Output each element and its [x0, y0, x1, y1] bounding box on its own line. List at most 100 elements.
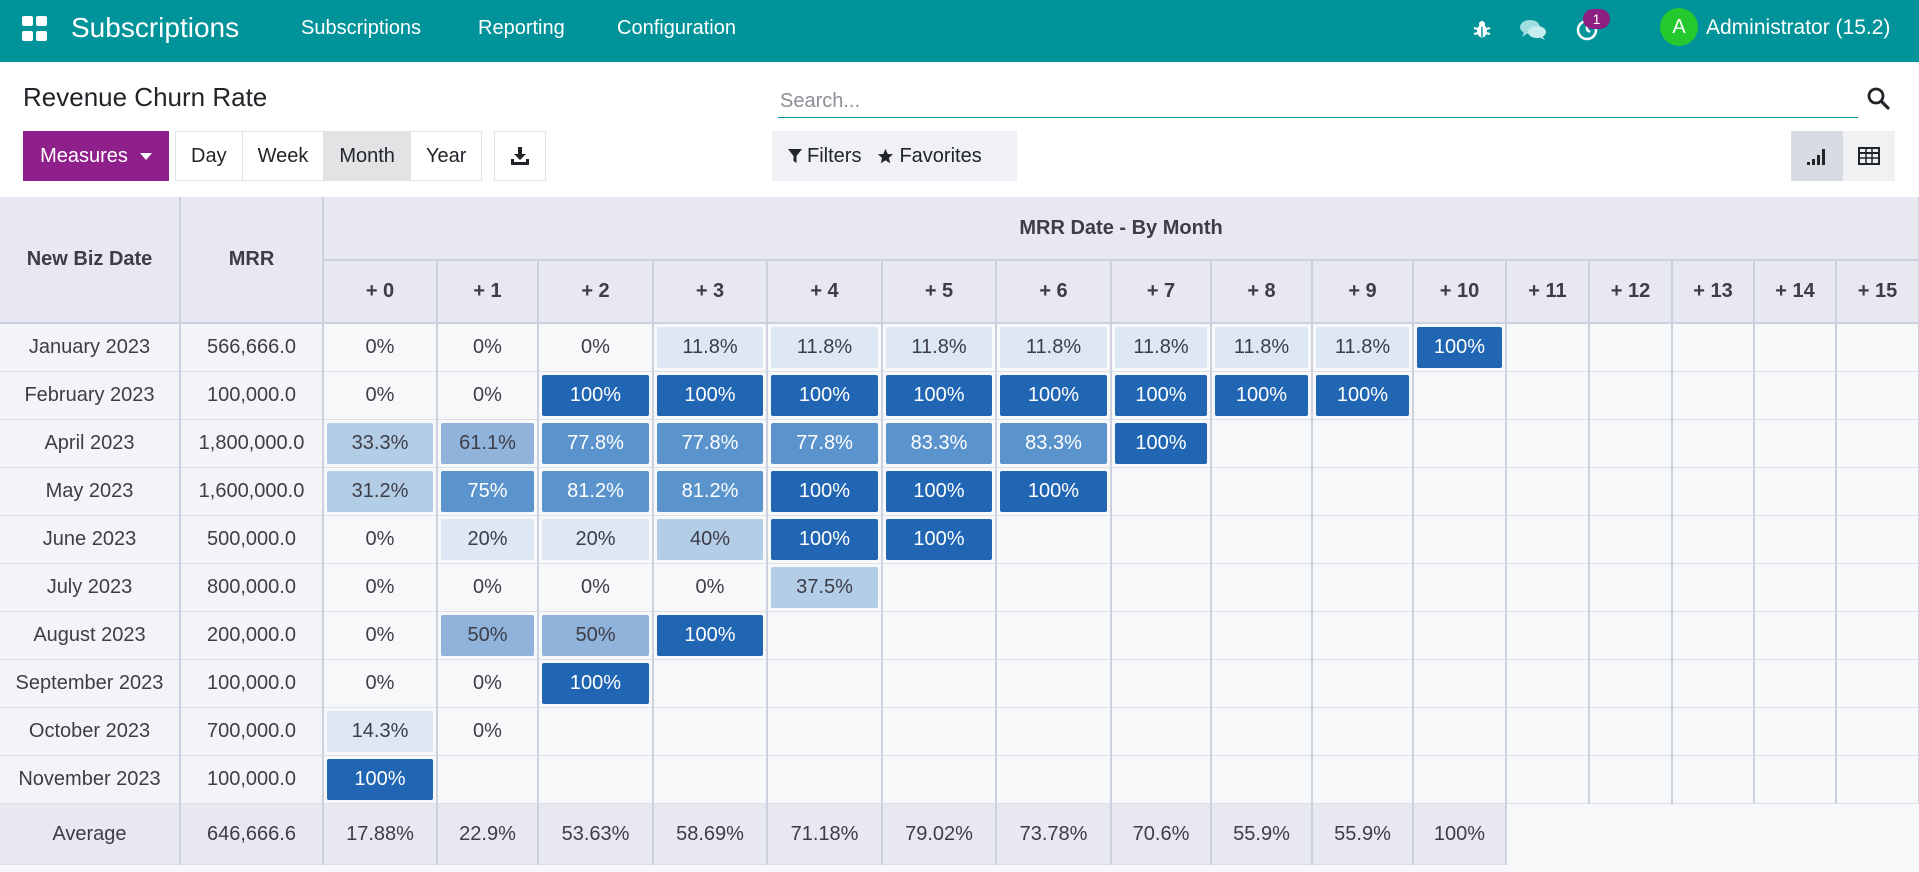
cohort-cell: 100% — [538, 659, 654, 708]
cohort-cell-value[interactable]: 75% — [441, 471, 534, 512]
cohort-cell: 100% — [1413, 323, 1507, 372]
cohort-cell: 81.2% — [653, 467, 768, 516]
chat-icon[interactable] — [1517, 14, 1549, 46]
row-label: June 2023 — [0, 515, 181, 564]
cohort-cell-value[interactable]: 77.8% — [542, 423, 649, 464]
cohort-cell-value[interactable]: 77.8% — [657, 423, 763, 464]
empty-cell — [1589, 611, 1673, 660]
cohort-cell-value[interactable]: 0% — [365, 384, 395, 406]
cohort-view-button[interactable] — [1791, 131, 1843, 181]
cohort-cell-value[interactable]: 83.3% — [886, 423, 992, 464]
cohort-cell-value[interactable]: 14.3% — [327, 711, 433, 752]
download-button[interactable] — [494, 131, 546, 181]
cohort-cell-value[interactable]: 61.1% — [441, 423, 534, 464]
measures-label: Measures — [40, 144, 128, 167]
cohort-cell-value[interactable]: 33.3% — [327, 423, 433, 464]
column-header: + 11 — [1506, 260, 1590, 324]
cohort-cell: 11.8% — [1211, 323, 1313, 372]
list-view-button[interactable] — [1843, 131, 1895, 181]
cohort-cell-value[interactable]: 0% — [695, 576, 725, 598]
cohort-cell: 0% — [437, 659, 539, 708]
cohort-cell-value[interactable]: 0% — [581, 336, 610, 358]
cohort-cell: 100% — [767, 371, 883, 420]
cohort-cell-value[interactable]: 0% — [365, 576, 395, 598]
cohort-cell-value[interactable]: 100% — [886, 471, 992, 512]
interval-week-button[interactable]: Week — [242, 132, 325, 180]
cohort-cell-value[interactable]: 100% — [1000, 375, 1107, 416]
cohort-cell-value[interactable]: 11.8% — [657, 327, 763, 368]
cohort-cell-value[interactable]: 0% — [473, 384, 502, 406]
cohort-cell-value[interactable]: 0% — [365, 528, 395, 550]
avatar[interactable]: A — [1660, 8, 1698, 46]
cohort-cell-value[interactable]: 77.8% — [771, 423, 878, 464]
cohort-cell-value[interactable]: 81.2% — [657, 471, 763, 512]
menu-subscriptions[interactable]: Subscriptions — [301, 17, 422, 39]
cohort-cell-value[interactable]: 81.2% — [542, 471, 649, 512]
cohort-cell-value[interactable]: 100% — [771, 519, 878, 560]
cohort-cell-value[interactable]: 31.2% — [327, 471, 433, 512]
cohort-cell-value[interactable]: 100% — [542, 663, 649, 704]
bug-icon[interactable] — [1466, 14, 1498, 46]
empty-cell — [996, 515, 1112, 564]
cohort-cell-value[interactable]: 100% — [1215, 375, 1308, 416]
interval-month-button[interactable]: Month — [324, 132, 411, 180]
cohort-cell-value[interactable]: 100% — [1115, 423, 1207, 464]
apps-icon[interactable] — [22, 16, 48, 42]
menu-reporting[interactable]: Reporting — [478, 17, 565, 39]
cohort-cell: 50% — [437, 611, 539, 660]
interval-year-button[interactable]: Year — [410, 132, 482, 180]
cohort-cell-value[interactable]: 0% — [473, 336, 502, 358]
cohort-cell-value[interactable]: 0% — [473, 576, 502, 598]
app-brand[interactable]: Subscriptions — [71, 12, 240, 43]
cohort-cell-value[interactable]: 11.8% — [886, 327, 992, 368]
cohort-cell-value[interactable]: 0% — [473, 720, 502, 742]
cohort-cell-value[interactable]: 100% — [657, 615, 763, 656]
cohort-cell-value[interactable]: 0% — [365, 672, 395, 694]
cohort-cell-value[interactable]: 20% — [441, 519, 534, 560]
empty-cell — [1754, 371, 1837, 420]
cohort-cell-value[interactable]: 100% — [657, 375, 763, 416]
top-navbar: Subscriptions Subscriptions Reporting Co… — [0, 0, 1919, 62]
cohort-cell-value[interactable]: 100% — [886, 375, 992, 416]
cohort-cell-value[interactable]: 100% — [771, 375, 878, 416]
cohort-cell-value[interactable]: 100% — [1000, 471, 1107, 512]
cohort-cell-value[interactable]: 100% — [886, 519, 992, 560]
empty-cell — [1111, 563, 1212, 612]
cohort-cell-value[interactable]: 11.8% — [771, 327, 878, 368]
cohort-cell-value[interactable]: 50% — [441, 615, 534, 656]
cohort-cell-value[interactable]: 0% — [473, 672, 502, 694]
cohort-cell-value[interactable]: 0% — [365, 336, 395, 358]
empty-cell — [1754, 803, 1836, 865]
row-mrr: 100,000.0 — [180, 371, 324, 420]
search-input[interactable] — [778, 86, 1858, 118]
cohort-cell-value[interactable]: 50% — [542, 615, 649, 656]
user-menu[interactable]: Administrator (15.2) — [1706, 16, 1891, 39]
cohort-cell-value[interactable]: 100% — [1115, 375, 1207, 416]
cohort-cell-value[interactable]: 100% — [327, 759, 433, 800]
cohort-cell-value[interactable]: 83.3% — [1000, 423, 1107, 464]
cohort-cell-value[interactable]: 11.8% — [1000, 327, 1107, 368]
average-value: 71.18% — [767, 803, 883, 865]
menu-configuration[interactable]: Configuration — [617, 17, 736, 39]
cohort-cell-value[interactable]: 0% — [581, 576, 610, 598]
empty-cell — [1672, 419, 1755, 468]
favorites-button[interactable]: Favorites — [877, 131, 997, 181]
cohort-cell-value[interactable]: 0% — [365, 624, 395, 646]
cohort-cell-value[interactable]: 100% — [1316, 375, 1409, 416]
measures-button[interactable]: Measures — [23, 131, 169, 181]
search-icon[interactable] — [1866, 86, 1894, 114]
filters-button[interactable]: Filters — [772, 131, 877, 181]
empty-cell — [1111, 755, 1212, 804]
cohort-cell-value[interactable]: 20% — [542, 519, 649, 560]
cohort-cell-value[interactable]: 11.8% — [1115, 327, 1207, 368]
cohort-cell-value[interactable]: 11.8% — [1316, 327, 1409, 368]
row-label: February 2023 — [0, 371, 181, 420]
cohort-cell-value[interactable]: 40% — [657, 519, 763, 560]
interval-day-button[interactable]: Day — [176, 132, 243, 180]
cohort-cell-value[interactable]: 100% — [771, 471, 878, 512]
table-row: September 2023 100,000.0 0% 0% 100% — [0, 659, 1919, 708]
cohort-cell-value[interactable]: 37.5% — [771, 567, 878, 608]
cohort-cell-value[interactable]: 100% — [542, 375, 649, 416]
cohort-cell-value[interactable]: 11.8% — [1215, 327, 1308, 368]
cohort-cell-value[interactable]: 100% — [1417, 327, 1502, 368]
